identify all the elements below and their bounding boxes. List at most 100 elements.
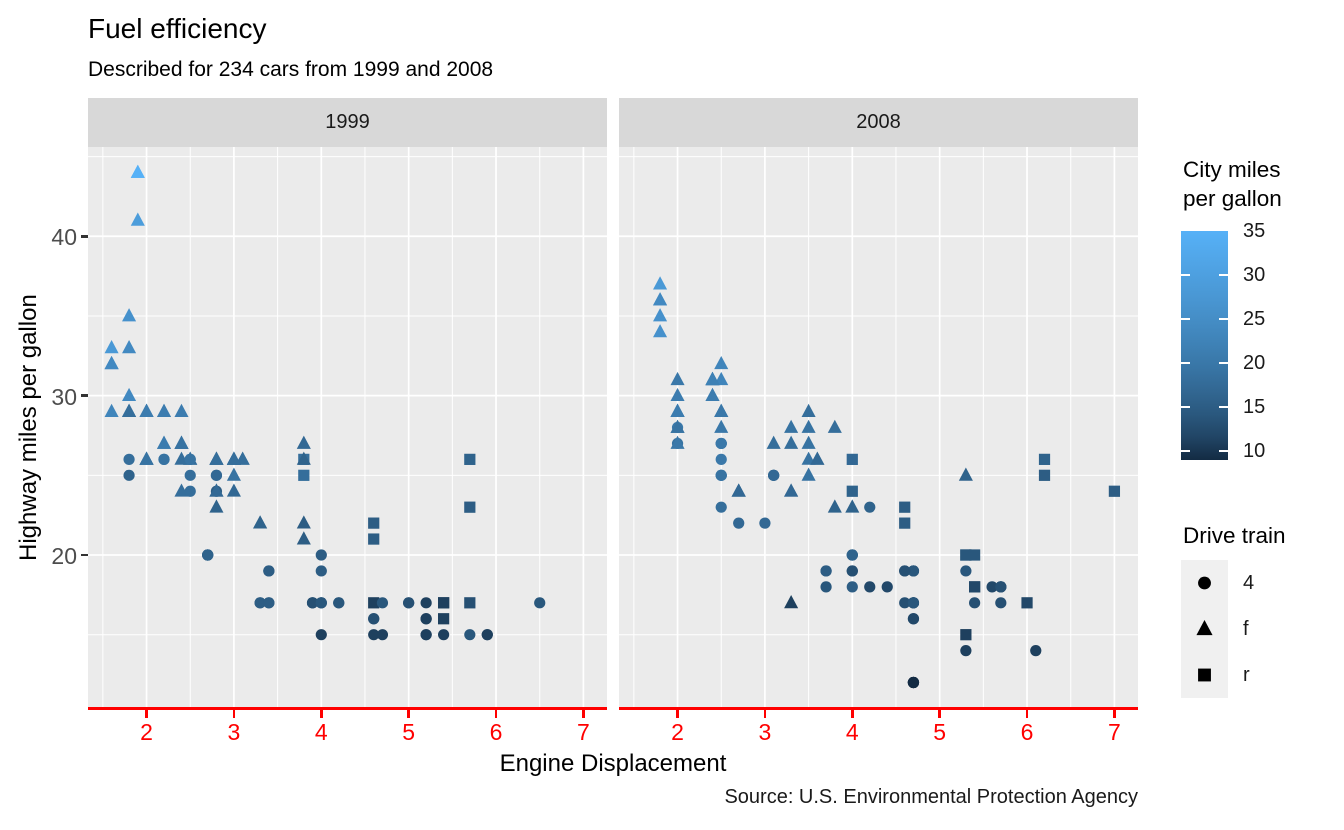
data-point [960,565,972,577]
colorbar-tick [1219,274,1228,277]
data-point [1030,645,1042,657]
data-point [209,451,224,465]
y-tick-label: 40 [51,224,77,251]
data-point [122,403,137,417]
legend-key-label: 4 [1243,572,1255,594]
data-point [438,597,450,609]
data-point [1038,453,1051,465]
data-point [315,565,327,577]
data-point [810,451,825,465]
x-tick-label: 7 [577,719,590,745]
x-axis-tick [1025,710,1029,718]
x-axis-tick [407,710,411,718]
data-point [315,597,327,609]
colorbar-label: 20 [1243,352,1266,375]
x-axis-tick [232,710,236,718]
data-point [156,435,172,449]
data-point [534,597,546,609]
data-point [958,467,973,481]
color-legend-title: City miles per gallon [1183,155,1282,213]
data-point [104,340,119,354]
data-point [820,581,832,593]
colorbar-label: 15 [1243,396,1266,419]
data-point [731,483,746,497]
x-axis-title: Engine Displacement [499,750,727,777]
data-point [156,403,172,417]
data-point [254,597,266,609]
data-point [846,581,858,593]
data-point [714,355,729,370]
data-point [995,597,1007,609]
legend-key-rear [1181,652,1228,698]
colorbar-tick [1181,274,1190,277]
y-axis-tick [81,553,88,557]
data-point [960,645,972,657]
data-point [368,597,380,609]
data-point [226,483,241,497]
data-point [464,597,476,609]
circle-glyph-icon [1198,576,1211,590]
data-point [907,565,920,577]
data-point [1108,485,1121,497]
data-point [438,629,450,641]
colorbar-tick [1181,406,1190,409]
data-point [715,501,727,513]
triangle-glyph-icon [1196,620,1213,636]
data-point [139,403,154,417]
data-point [158,453,170,465]
x-tick-label: 3 [227,719,241,745]
data-point [759,517,771,529]
data-point [827,499,842,513]
data-point [122,308,137,322]
data-point [420,597,432,609]
data-point [715,437,727,450]
data-point [481,629,493,641]
data-point [653,292,668,306]
x-tick-label: 4 [314,719,328,745]
data-point [184,485,196,497]
colorbar-label: 30 [1243,264,1266,287]
data-point [899,597,911,609]
data-point [306,597,319,609]
data-point [368,613,380,625]
data-point [368,533,380,545]
data-point [315,629,327,641]
colorbar-tick [1181,318,1190,321]
data-point [995,581,1007,593]
data-point [960,549,972,561]
x-axis-tick [676,710,679,718]
data-point [653,276,668,290]
data-point [907,597,920,609]
data-point [846,485,858,497]
square-glyph-icon [1198,668,1211,682]
data-point [298,469,310,481]
data-point [296,451,311,465]
x-axis-tick [850,710,854,718]
x-tick-label: 5 [402,719,416,745]
colorbar-label: 10 [1243,440,1266,463]
data-point [296,435,311,449]
data-point [801,467,816,481]
data-point [899,517,911,529]
data-point [184,453,196,465]
data-point [209,499,224,513]
data-point [184,469,196,481]
facet-panel-2008 [619,147,1138,708]
data-point [653,308,668,322]
data-point [123,469,135,481]
data-point [174,483,189,497]
data-point [122,387,137,402]
data-point [801,435,816,449]
y-axis-tick [81,394,88,397]
chart-subtitle: Described for 234 cars from 1999 and 200… [88,58,494,81]
data-point [670,435,685,449]
data-point [296,515,311,529]
x-axis-tick [145,710,148,718]
data-point [705,371,720,386]
x-tick-label: 6 [1020,719,1034,745]
data-point [881,581,893,593]
data-point [714,419,729,433]
data-point [130,164,145,178]
colorbar-tick [1181,450,1190,453]
